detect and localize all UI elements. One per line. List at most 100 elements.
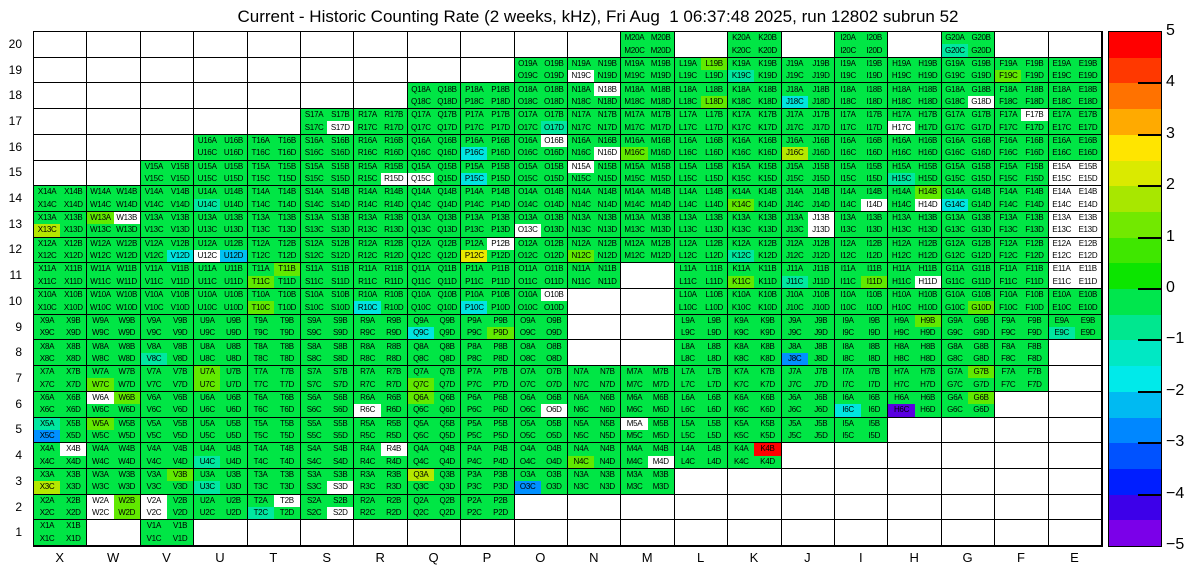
heatmap-block: K4A K4B K4C K4D: [728, 443, 782, 469]
heatmap-cell: G6C: [941, 404, 968, 417]
heatmap-cell: L10B: [700, 289, 728, 302]
heatmap-cell: O11D: [540, 275, 567, 288]
heatmap-cell: R11D: [380, 275, 407, 288]
heatmap-cell: X4B: [60, 443, 87, 456]
heatmap-block: S10A S10B S10C S10D: [301, 289, 355, 315]
heatmap-cell: Q12B: [433, 237, 461, 250]
heatmap-cell: U12A: [194, 237, 221, 250]
heatmap-cell: P15D: [487, 172, 514, 186]
heatmap-cell: I7A: [835, 366, 862, 379]
heatmap-cell: J7A: [781, 366, 808, 379]
heatmap-block: G9A G9B G9C G9D: [941, 314, 996, 341]
heatmap-cell: Q4A: [407, 443, 434, 456]
heatmap-block: I12A I12B I12C I12D: [835, 237, 889, 264]
heatmap-cell: M20A: [621, 32, 648, 45]
heatmap-cell: L5D: [700, 429, 728, 443]
heatmap-cell: S8C: [301, 352, 328, 366]
heatmap-cell: O19A: [514, 57, 541, 71]
heatmap-cell: W10B: [113, 289, 140, 302]
heatmap-cell: J19C: [781, 70, 808, 83]
heatmap-cell: L8C: [674, 352, 701, 366]
heatmap-cell: F9A: [995, 314, 1022, 328]
heatmap-cell: H7B: [914, 366, 941, 379]
heatmap-block: K14A K14B K14C K14D: [728, 186, 782, 212]
heatmap-block: E19A E19B E19C E19D: [1048, 57, 1102, 84]
heatmap-cell: P10D: [487, 301, 514, 314]
heatmap-block: [568, 314, 622, 341]
heatmap-cell: H15C: [888, 172, 915, 186]
heatmap-cell: F14A: [995, 186, 1022, 199]
heatmap-cell: V4B: [166, 443, 194, 456]
heatmap-cell: G11A: [941, 263, 968, 276]
heatmap-cell: P9C: [461, 327, 488, 340]
heatmap-cell: F9B: [1021, 314, 1048, 328]
heatmap-block: [247, 32, 301, 58]
heatmap-block: [514, 520, 568, 546]
heatmap-cell: M13B: [647, 211, 674, 225]
heatmap-cell: X2C: [34, 506, 61, 520]
heatmap-cell: P14A: [461, 186, 488, 199]
heatmap-block: T15A T15B T15C T15D: [247, 160, 301, 187]
x-axis-tick-label: T: [269, 549, 278, 565]
heatmap-cell: E14A: [1048, 186, 1075, 199]
heatmap-block: R16A R16B R16C R16D: [354, 134, 408, 161]
heatmap-block: Q4A Q4B Q4C Q4D: [407, 443, 462, 469]
heatmap-cell: O6C: [514, 404, 541, 417]
heatmap-cell: S4D: [327, 455, 354, 468]
heatmap-cell: I16B: [861, 134, 888, 148]
heatmap-cell: J5D: [807, 429, 834, 443]
heatmap-cell: H7D: [914, 378, 941, 391]
heatmap-cell: H15A: [888, 160, 915, 173]
heatmap-cell: S16D: [327, 147, 354, 160]
heatmap-cell: Q9A: [407, 314, 434, 328]
heatmap-block: T13A T13B T13C T13D: [247, 211, 301, 238]
heatmap-block: W11A W11B W11C W11D: [87, 263, 141, 289]
heatmap-block: [87, 520, 141, 546]
heatmap-cell: I18B: [861, 83, 888, 96]
colorbar-tick-label: 2: [1166, 176, 1175, 194]
heatmap-cell: Q15B: [433, 160, 461, 173]
heatmap-cell: X3D: [60, 481, 87, 494]
heatmap-cell: I14D: [861, 198, 888, 211]
heatmap-block: U10A U10B U10C U10D: [194, 289, 248, 315]
heatmap-cell: N4C: [568, 455, 595, 468]
heatmap-block: I6A I6B I6C I6D: [835, 391, 889, 418]
heatmap-block: P18A P18B P18C P18D: [461, 83, 515, 110]
heatmap-block: Q14A Q14B Q14C Q14D: [407, 186, 462, 212]
heatmap-cell: K16D: [754, 147, 781, 160]
heatmap-cell: H13A: [888, 211, 915, 225]
colorbar-tick-label: −4: [1166, 484, 1185, 502]
heatmap-cell: P5C: [461, 429, 488, 443]
heatmap-cell: T14D: [273, 198, 300, 211]
heatmap-block: [568, 520, 622, 546]
heatmap-cell: W13D: [113, 224, 140, 237]
heatmap-cell: Q10A: [407, 289, 434, 302]
heatmap-cell: G17D: [967, 121, 995, 134]
heatmap-block: U4A U4B U4C U4D: [194, 443, 248, 469]
heatmap-cell: T11A: [247, 263, 274, 276]
heatmap-cell: G14A: [941, 186, 968, 199]
heatmap-block: W5A W5B W5C W5D: [87, 417, 141, 444]
heatmap-cell: G10D: [967, 301, 995, 314]
heatmap-cell: Q4D: [433, 455, 461, 468]
heatmap-cell: G14B: [967, 186, 995, 199]
heatmap-cell: V11B: [166, 263, 194, 276]
heatmap-cell: L14A: [674, 186, 701, 199]
heatmap-cell: M17C: [621, 121, 648, 134]
heatmap-cell: G8C: [941, 352, 968, 366]
heatmap-cell: T5C: [247, 429, 274, 443]
heatmap-cell: P5D: [487, 429, 514, 443]
heatmap-cell: J9B: [807, 314, 834, 328]
heatmap-cell: O9D: [540, 327, 567, 340]
heatmap-block: [995, 520, 1049, 546]
heatmap-cell: E12B: [1074, 237, 1101, 250]
heatmap-cell: I17B: [861, 109, 888, 122]
heatmap-cell: E9B: [1074, 314, 1101, 328]
heatmap-cell: X9A: [34, 314, 61, 328]
heatmap-cell: L16D: [700, 147, 728, 160]
heatmap-cell: P4B: [487, 443, 514, 456]
heatmap-block: T11A T11B T11C T11D: [247, 263, 301, 289]
heatmap-cell: F18D: [1021, 95, 1048, 109]
heatmap-block: M16A M16B M16C M16D: [621, 134, 675, 161]
heatmap-block: [621, 263, 675, 289]
